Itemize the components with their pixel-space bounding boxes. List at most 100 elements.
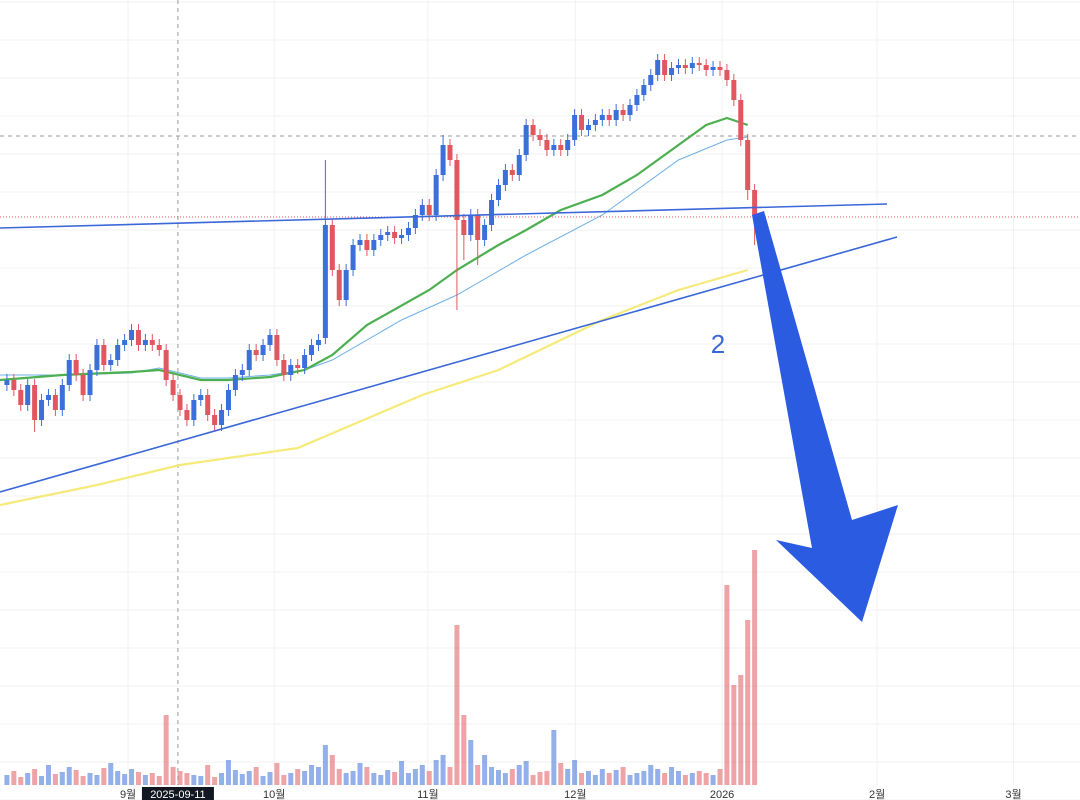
candle-body: [253, 350, 259, 355]
volume-bar: [731, 685, 737, 785]
candle-body: [232, 375, 238, 390]
trend-line: [0, 203, 888, 229]
volume-bar: [426, 771, 432, 785]
volume-bar: [655, 769, 661, 785]
candle-body: [122, 340, 128, 345]
candle-body: [703, 65, 709, 70]
volume-bar: [149, 773, 155, 785]
candle-body: [170, 380, 176, 395]
x-tick-label: 2월: [869, 788, 885, 800]
x-tick-label: 3월: [1005, 788, 1021, 800]
moving-average: [0, 116, 749, 382]
volume-bar: [738, 675, 744, 785]
candle-body: [426, 205, 432, 215]
volume-bar: [156, 776, 162, 785]
candle-body: [260, 345, 266, 355]
candle-body: [509, 170, 515, 175]
volume-bar: [606, 773, 612, 785]
volume-bar: [599, 769, 605, 785]
volume-bar: [752, 550, 758, 785]
candle-body: [198, 395, 204, 400]
volume-bar: [336, 769, 342, 785]
volume-bar: [177, 771, 183, 785]
volume-bar: [25, 773, 31, 785]
volume-bar: [516, 765, 522, 785]
candle-body: [655, 60, 661, 75]
candle-body: [585, 125, 591, 130]
trend-line: [0, 236, 898, 493]
candle-body: [156, 345, 162, 350]
candle-body: [129, 330, 135, 340]
volume-bar: [309, 765, 315, 785]
candle-body: [745, 140, 751, 190]
volume-bar: [212, 777, 218, 785]
volume-bar: [39, 776, 45, 785]
candle-body: [25, 385, 31, 405]
volume-bar: [717, 769, 723, 785]
volume-bar: [219, 773, 225, 785]
candles: [4, 54, 758, 432]
candle-body: [267, 335, 273, 345]
volume-bar: [371, 773, 377, 785]
volume-bar: [142, 775, 148, 785]
candle-body: [717, 67, 723, 70]
x-tick-label: 11월: [417, 788, 439, 800]
volume-bar: [468, 740, 474, 785]
candle-body: [73, 360, 79, 375]
volume-bar: [281, 775, 287, 785]
volume-bar: [669, 767, 675, 785]
candle-body: [523, 125, 529, 155]
x-tick-label: 9월: [120, 788, 136, 800]
volume-bar: [689, 773, 695, 785]
candle-body: [537, 135, 543, 140]
candle-body: [205, 395, 211, 415]
volume-bar: [530, 775, 536, 785]
candle-body: [447, 145, 453, 160]
candle-body: [149, 340, 155, 345]
candle-body: [392, 232, 398, 238]
volume-bar: [350, 771, 356, 785]
volume-bar: [288, 773, 294, 785]
volume-bar: [170, 767, 176, 785]
volume-bar: [260, 776, 266, 785]
candle-body: [371, 240, 377, 250]
candle-body: [689, 63, 695, 68]
volume-bar: [392, 772, 398, 785]
candle-body: [495, 185, 501, 200]
candle-body: [440, 145, 446, 175]
volume-bar: [454, 625, 460, 785]
volume-bar: [537, 772, 543, 785]
candle-body: [378, 235, 384, 240]
volume-bar: [246, 771, 252, 785]
volume-bar: [253, 767, 259, 785]
moving-averages: [0, 116, 749, 507]
volume-bar: [419, 765, 425, 785]
volume-bar: [357, 763, 363, 785]
volume-bar: [489, 767, 495, 785]
volume-bar: [412, 769, 418, 785]
volume-bar: [122, 774, 128, 785]
volume-bar: [267, 772, 273, 785]
candle-body: [302, 355, 308, 368]
volume-bar: [108, 763, 114, 785]
candle-body: [295, 365, 301, 368]
candle-body: [4, 380, 10, 385]
candle-body: [274, 335, 280, 360]
candle-body: [579, 115, 585, 130]
x-tick-label: 2026: [710, 789, 734, 800]
volume-bar: [495, 770, 501, 785]
candle-body: [322, 225, 328, 338]
candle-body: [724, 70, 730, 80]
candle-body: [177, 395, 183, 410]
volume-bar: [641, 771, 647, 785]
volume-bar: [329, 755, 335, 785]
volume-bar: [18, 777, 24, 785]
candle-body: [45, 395, 51, 400]
candle-body: [648, 75, 654, 85]
candle-body: [738, 100, 744, 140]
candle-body: [385, 232, 391, 235]
candle-body: [59, 385, 65, 410]
candle-body: [315, 340, 321, 345]
